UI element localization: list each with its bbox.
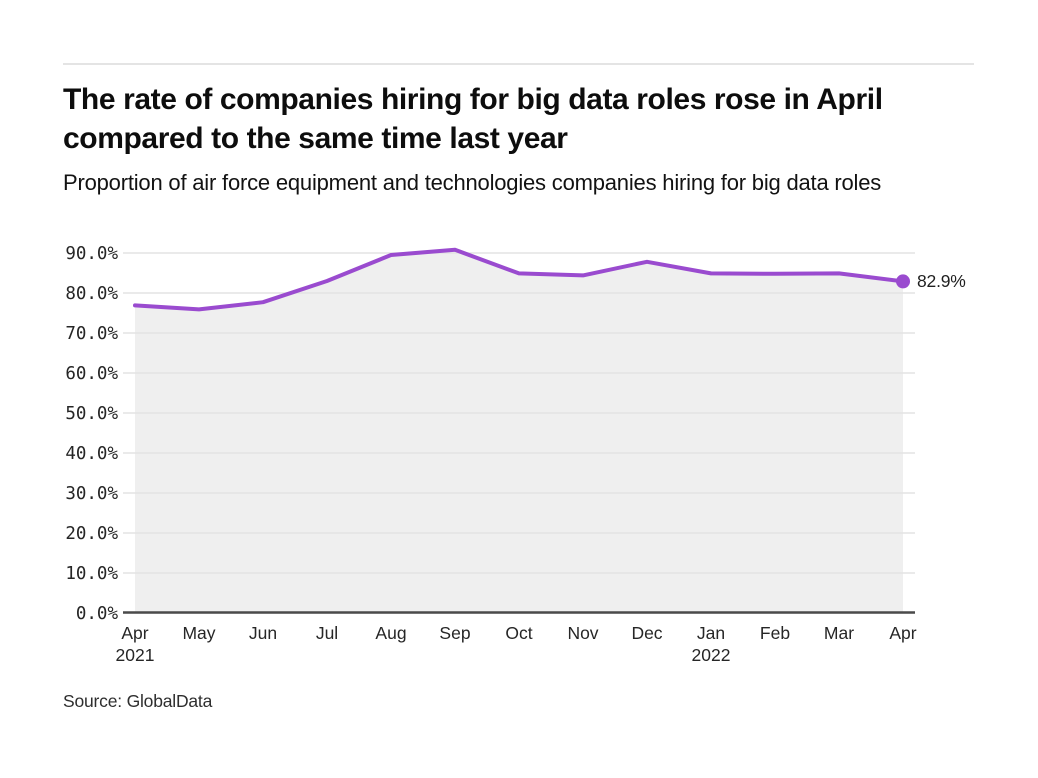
y-axis-tick-label: 80.0% [65, 284, 118, 304]
x-axis-month-label: Nov [567, 623, 598, 643]
x-axis-year-label: 2022 [692, 645, 731, 665]
page-title: The rate of companies hiring for big dat… [63, 83, 883, 155]
y-axis-tick-label: 0.0% [76, 604, 119, 624]
header-divider [63, 63, 974, 65]
y-axis-tick-label: 90.0% [65, 244, 118, 264]
chart-subtitle: Proportion of air force equipment and te… [63, 170, 882, 195]
y-axis-tick-label: 60.0% [65, 364, 118, 384]
area-fill [135, 249, 903, 614]
x-axis-month-label: Aug [375, 623, 406, 643]
trend-line [133, 247, 905, 312]
x-axis-month-label: Jun [249, 623, 277, 643]
x-axis-month-label: May [182, 623, 215, 643]
x-axis-month-label: Apr [889, 623, 916, 643]
x-axis-year-label: 2021 [116, 645, 155, 665]
x-axis-month-label: Sep [439, 623, 470, 643]
y-axis-tick-label: 70.0% [65, 324, 118, 344]
x-axis-month-label: Jan [697, 623, 725, 643]
y-axis-tick-label: 10.0% [65, 564, 118, 584]
x-axis-month-label: Mar [824, 623, 854, 643]
x-axis-month-label: Apr [121, 623, 148, 643]
x-axis-month-label: Feb [760, 623, 790, 643]
x-axis-month-label: Oct [505, 623, 532, 643]
x-axis-month-label: Dec [631, 623, 662, 643]
y-axis-tick-label: 50.0% [65, 404, 118, 424]
y-axis-tick-label: 20.0% [65, 524, 118, 544]
y-axis-tick-label: 40.0% [65, 444, 118, 464]
last-value-label: 82.9% [917, 271, 966, 291]
y-axis-tick-label: 30.0% [65, 484, 118, 504]
source-note: Source: GlobalData [63, 691, 213, 711]
x-axis-month-label: Jul [316, 623, 338, 643]
end-point-dot [896, 274, 910, 289]
